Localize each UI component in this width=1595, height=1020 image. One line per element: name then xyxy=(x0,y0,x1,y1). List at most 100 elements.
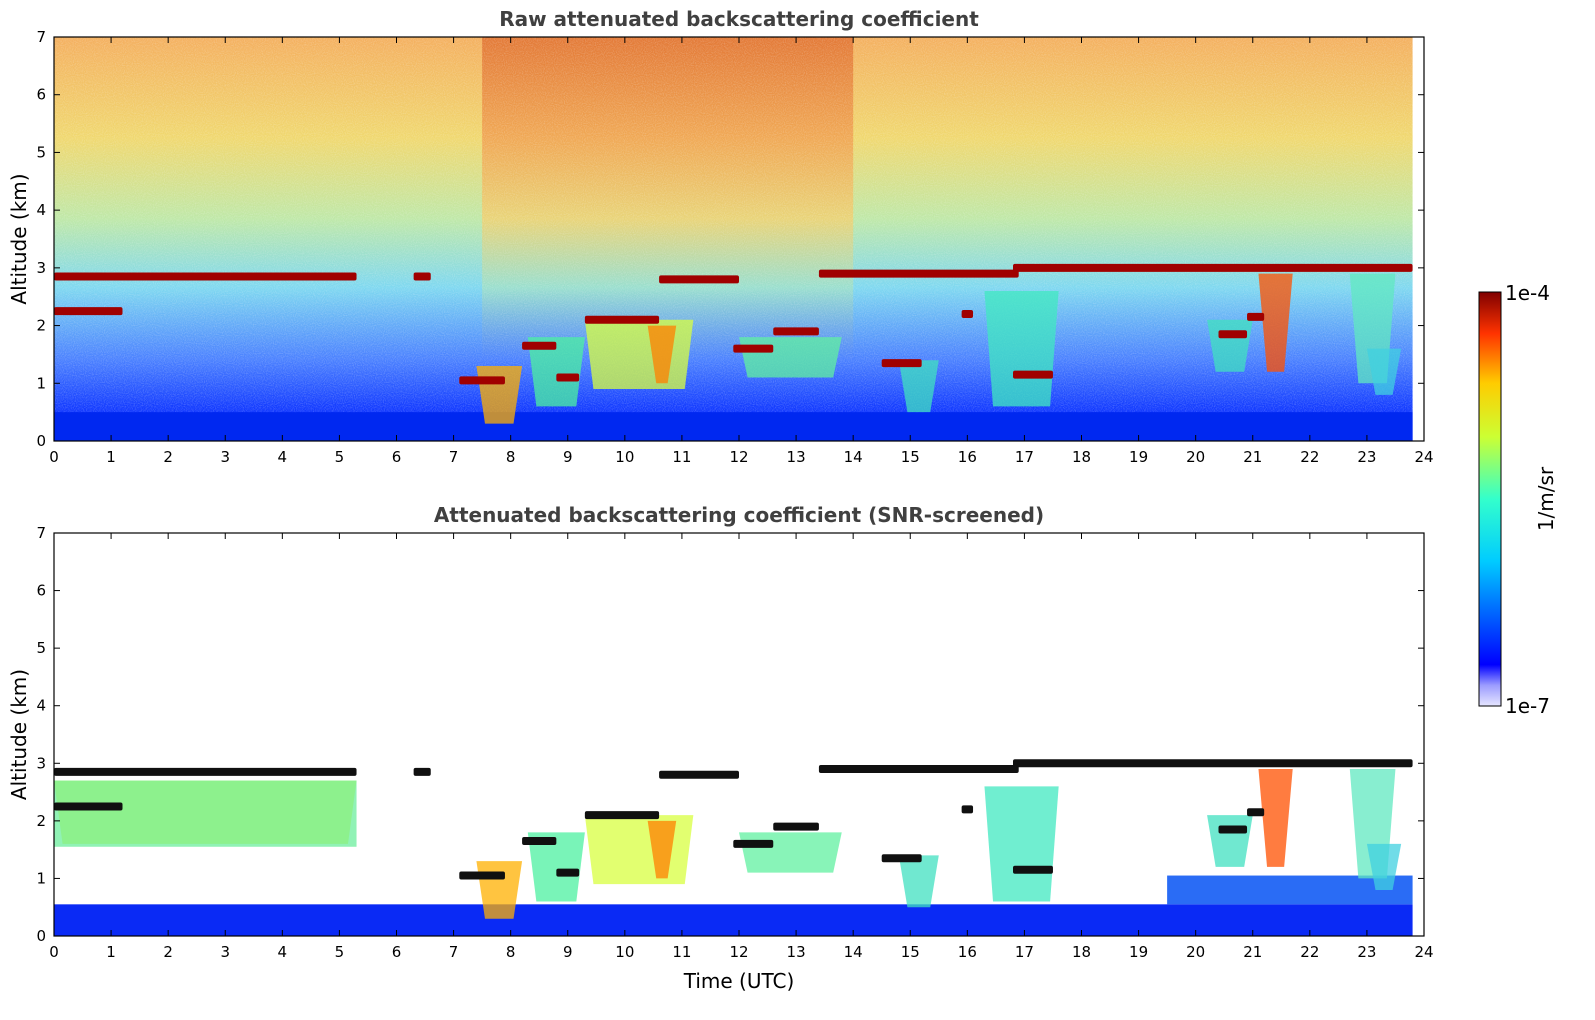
x-tick-label: 18 xyxy=(1072,943,1091,961)
cloud-layer xyxy=(1247,312,1265,321)
y-tick-label: 3 xyxy=(36,259,46,277)
panel-snr-x-ticks: 0 1 2 3 4 5 6 7 8 9 10 11 12 13 14 15 16 17 18 19 20 21 22 23 24 xyxy=(49,533,1434,961)
cloud-fall-streak xyxy=(1366,348,1402,395)
x-tick-label: 12 xyxy=(729,448,748,466)
cloud-fall-streak xyxy=(1258,273,1293,372)
cloud-layer xyxy=(1013,263,1413,272)
cloud-fall-streak xyxy=(54,780,357,844)
y-tick-label: 3 xyxy=(36,754,46,772)
cloud-fall-streak xyxy=(584,319,694,390)
x-tick-label: 0 xyxy=(49,448,59,466)
x-tick-label: 2 xyxy=(163,943,173,961)
y-tick-label: 2 xyxy=(36,812,46,830)
cloud-layer xyxy=(881,359,922,368)
y-tick-label: 7 xyxy=(36,524,46,542)
panel-snr-y-ticks: 0 1 2 3 4 5 6 7 xyxy=(36,524,1424,945)
near-surface-layer xyxy=(54,412,1413,441)
x-tick-label: 1 xyxy=(106,943,116,961)
cloud-fall-streak xyxy=(984,290,1059,407)
cloud-layer xyxy=(818,765,1019,774)
cloud-fall-streak xyxy=(584,815,694,885)
y-tick-label: 6 xyxy=(36,582,46,600)
cloud-layer xyxy=(1218,330,1248,339)
raw-noise-texture xyxy=(54,37,1413,441)
cloud-fall-streak xyxy=(739,337,842,378)
x-tick-label: 17 xyxy=(1015,448,1034,466)
cloud-layer xyxy=(733,344,774,353)
panel-snr-plot-area xyxy=(54,759,1413,936)
x-tick-label: 5 xyxy=(335,943,345,961)
y-tick-label: 7 xyxy=(36,28,46,46)
x-tick-label: 11 xyxy=(672,448,691,466)
cloud-layer xyxy=(1013,759,1413,768)
x-tick-label: 3 xyxy=(220,448,230,466)
x-tick-label: 12 xyxy=(729,943,748,961)
cloud-layer xyxy=(54,802,123,811)
x-tick-label: 10 xyxy=(615,448,634,466)
x-tick-label: 15 xyxy=(901,943,920,961)
x-tick-label: 13 xyxy=(787,448,806,466)
cloud-layer xyxy=(54,307,123,316)
colorbar-unit-label: 1/m/sr xyxy=(1534,466,1558,531)
x-tick-label: 10 xyxy=(615,943,634,961)
x-tick-label: 11 xyxy=(672,943,691,961)
panel-snr-y-axis-label: Altitude (km) xyxy=(7,669,31,800)
y-tick-label: 4 xyxy=(36,697,46,715)
panel-raw: Raw attenuated backscattering coefficien… xyxy=(7,7,1434,466)
panel-raw-y-ticks: 0 1 2 3 4 5 6 7 xyxy=(36,28,1424,450)
cloud-layer xyxy=(1013,865,1053,874)
y-tick-label: 0 xyxy=(36,927,46,945)
y-tick-label: 6 xyxy=(36,86,46,104)
x-tick-label: 6 xyxy=(392,448,402,466)
x-tick-label: 9 xyxy=(563,448,573,466)
cloud-fall-streak xyxy=(647,820,677,879)
x-tick-label: 21 xyxy=(1243,943,1262,961)
cloud-layer xyxy=(659,275,739,284)
cloud-layer xyxy=(818,269,1019,278)
cloud-fall-streak xyxy=(1258,769,1293,867)
cloud-layer xyxy=(413,272,431,281)
cloud-layer xyxy=(54,767,357,776)
panel-raw-title: Raw attenuated backscattering coefficien… xyxy=(499,7,979,31)
cloud-layer xyxy=(961,310,974,319)
x-tick-label: 4 xyxy=(278,943,288,961)
x-tick-label: 15 xyxy=(901,448,920,466)
cloud-layer xyxy=(773,327,819,336)
x-tick-label: 1 xyxy=(106,448,116,466)
x-tick-label: 16 xyxy=(958,943,977,961)
x-tick-label: 22 xyxy=(1300,943,1319,961)
x-tick-label: 19 xyxy=(1129,448,1148,466)
x-tick-label: 17 xyxy=(1015,943,1034,961)
panel-raw-x-ticks: 0 1 2 3 4 5 6 7 8 9 10 11 12 13 14 15 16 17 18 19 20 21 22 23 24 xyxy=(49,37,1434,466)
cloud-layer xyxy=(1218,825,1248,834)
x-tick-label: 18 xyxy=(1072,448,1091,466)
cloud-layer xyxy=(881,854,922,863)
cloud-layer xyxy=(556,868,580,877)
x-tick-label: 5 xyxy=(335,448,345,466)
x-tick-label: 14 xyxy=(844,448,863,466)
cloud-layer xyxy=(961,805,974,814)
x-tick-label: 3 xyxy=(220,943,230,961)
cloud-fall-streak xyxy=(984,786,1059,902)
x-tick-label: 0 xyxy=(49,943,59,961)
x-tick-label: 6 xyxy=(392,943,402,961)
x-tick-label: 16 xyxy=(958,448,977,466)
x-tick-label: 21 xyxy=(1243,448,1262,466)
cloud-fall-streak xyxy=(1366,843,1402,890)
x-tick-label: 24 xyxy=(1414,943,1433,961)
cloud-fall-streak xyxy=(739,832,842,873)
cloud-layer xyxy=(733,839,774,848)
y-tick-label: 0 xyxy=(36,432,46,450)
cloud-layer xyxy=(459,871,505,880)
cloud-layer xyxy=(556,373,580,382)
x-tick-label: 4 xyxy=(278,448,288,466)
cloud-layer xyxy=(54,272,357,281)
cloud-fall-streak xyxy=(898,360,939,413)
cloud-layer xyxy=(773,822,819,831)
colorbar-gradient xyxy=(1478,291,1502,707)
evening-aerosol-layer xyxy=(1167,875,1413,905)
y-tick-label: 2 xyxy=(36,317,46,335)
panel-snr: Attenuated backscattering coefficient (S… xyxy=(7,503,1434,993)
